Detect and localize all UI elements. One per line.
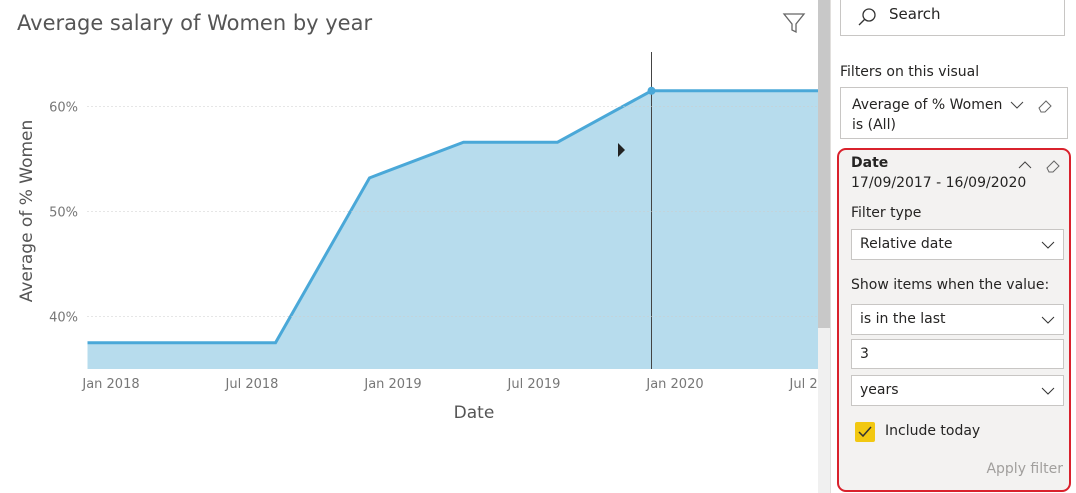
amount-input[interactable]: 3 <box>851 339 1064 369</box>
unit-dropdown[interactable]: years <box>851 375 1064 406</box>
date-filter-card: Date 17/09/2017 - 16/09/2020 Filter type… <box>837 148 1071 492</box>
y-axis-label: Average of % Women <box>17 120 37 303</box>
filter-icon[interactable] <box>782 13 806 34</box>
checkbox-label: Include today <box>885 423 981 439</box>
scrollbar-track <box>818 328 830 493</box>
operator-dropdown[interactable]: is in the last <box>851 304 1064 335</box>
scrollbar[interactable] <box>818 0 830 328</box>
x-tick-label: Jan 2020 <box>645 377 703 392</box>
cursor <box>618 143 625 157</box>
card-icons[interactable] <box>1017 158 1067 174</box>
filter-card[interactable]: Average of % Women is (All) <box>840 87 1068 139</box>
line <box>87 89 818 345</box>
dropdown-value: Relative date <box>860 236 953 252</box>
card-icons <box>1010 100 1052 113</box>
chart-title: Average salary of Women by year <box>17 11 372 35</box>
apply-button[interactable]: Apply filter <box>986 461 1063 477</box>
x-tick-label: Jul 2020 <box>789 377 818 392</box>
card-title: Date <box>851 155 889 171</box>
chart: Average salary of Women by year Date Ave… <box>17 11 818 423</box>
chevron <box>1041 241 1055 249</box>
card-subtitle: 17/09/2017 - 16/09/2020 <box>851 175 1027 191</box>
search-box[interactable]: Search <box>840 0 1065 36</box>
x-tick-label: Jan 2019 <box>363 377 421 392</box>
filter-type-dropdown[interactable]: Relative date <box>851 229 1064 260</box>
x-tick-label: Jul 2018 <box>225 377 279 392</box>
x-tick-label: Jul 2019 <box>507 377 561 392</box>
chevron <box>1041 316 1055 324</box>
x-axis-label: Date <box>454 403 495 423</box>
x-tick-label: Jan 2018 <box>81 377 139 392</box>
condition-label: Show items when the value: <box>851 277 1050 293</box>
y-tick-label: 50% <box>49 206 78 221</box>
area <box>87 90 818 369</box>
y-tick-label: 60% <box>49 101 78 116</box>
chevron <box>1041 387 1055 395</box>
y-tick-label: 40% <box>49 311 78 326</box>
search-icon <box>858 8 876 26</box>
search-placeholder: Search <box>889 5 941 23</box>
filter-type-label: Filter type <box>851 205 922 221</box>
dropdown-value: years <box>860 382 899 398</box>
hover-point <box>647 86 656 95</box>
input-value: 3 <box>860 346 869 362</box>
filter-card-title: Average of % Women is (All) <box>852 97 1003 133</box>
dropdown-value: is in the last <box>860 311 946 327</box>
section-title: Filters on this visual <box>840 64 980 80</box>
checkbox[interactable] <box>855 422 875 442</box>
